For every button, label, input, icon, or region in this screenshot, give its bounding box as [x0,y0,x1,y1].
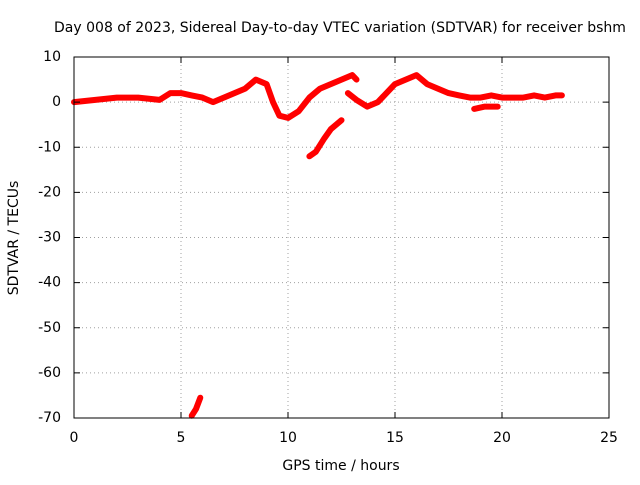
series-line-segment-1 [71,72,360,121]
series-line-segment-5 [188,394,204,419]
y-tick-labels: 10 0 -10 -20 -30 -40 -50 -60 -70 [38,49,61,426]
x-tick-label: 10 [279,430,297,446]
y-tick-label: -10 [38,139,61,155]
y-axis-label: SDTVAR / TECUs [6,181,22,296]
y-tick-label: -70 [38,410,61,426]
chart-title: Day 008 of 2023, Sidereal Day-to-day VTE… [54,20,626,36]
grid-layer [74,57,609,418]
y-tick-label: -50 [38,320,61,336]
series-line-segment-2 [344,72,565,110]
y-tick-label: 10 [43,49,61,65]
x-tick-label: 15 [386,430,404,446]
y-tick-label: -30 [38,230,61,246]
series-line-segment-4 [306,117,345,160]
ticks-layer [73,56,610,419]
x-tick-label: 20 [493,430,511,446]
x-tick-label: 5 [177,430,186,446]
y-tick-label: -40 [38,275,61,291]
y-tick-label: -60 [38,365,61,381]
y-tick-label: -20 [38,184,61,200]
x-axis-label: GPS time / hours [282,458,399,474]
series-line-segment-3 [471,103,501,112]
x-tick-label: 0 [70,430,79,446]
y-tick-label: 0 [52,94,61,110]
x-tick-label: 25 [600,430,618,446]
series-layer [71,72,565,419]
x-tick-labels: 0 5 10 15 20 25 [70,430,618,446]
